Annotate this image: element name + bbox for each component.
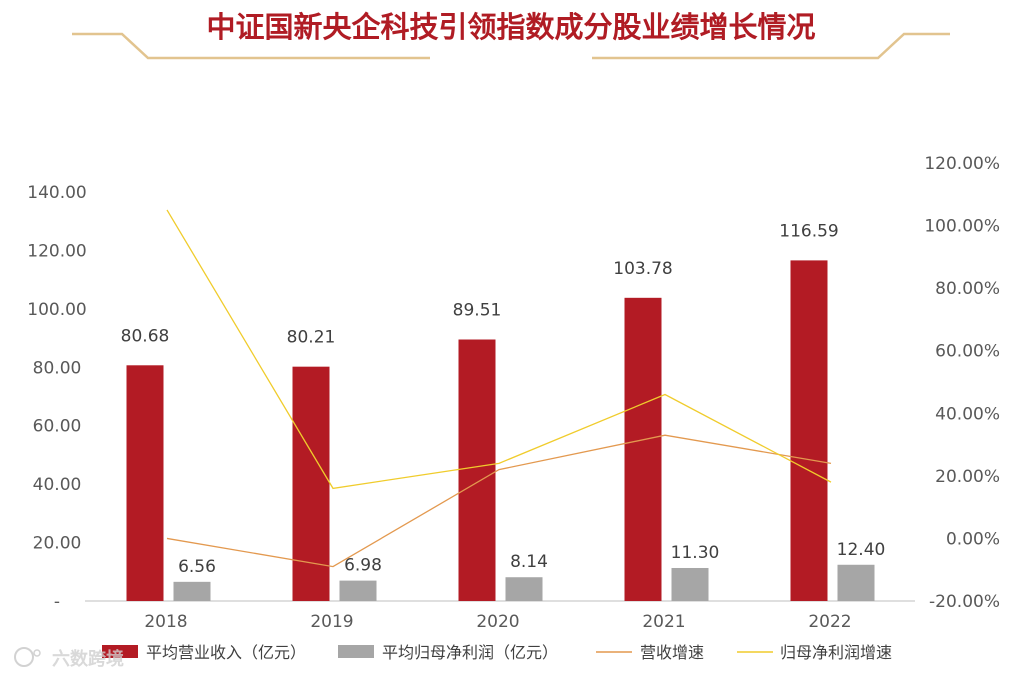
revenue-bar-label: 89.51 xyxy=(453,301,502,321)
plot-area: - 20.00 40.00 60.00 80.00 100.00 120.00 140.00 -… xyxy=(27,154,1000,662)
legend-profit-growth-label: 归母净利润增速 xyxy=(780,643,892,662)
revenue-bar xyxy=(292,366,330,601)
y-left-tick-label: - xyxy=(54,592,60,612)
y-left-tick-label: 120.00 xyxy=(27,241,86,261)
revenue-growth-line xyxy=(166,434,832,568)
y-left-tick-label: 40.00 xyxy=(33,475,82,495)
profit-bar-label: 12.40 xyxy=(837,540,886,560)
watermark-logo-icon xyxy=(14,647,34,667)
y-left-tick-label: 60.00 xyxy=(33,417,82,437)
revenue-bar xyxy=(458,339,496,601)
legend-revenue-swatch xyxy=(102,645,138,658)
y-left-tick-label: 140.00 xyxy=(27,183,86,203)
y-right-tick-label: 100.00% xyxy=(924,217,1000,237)
revenue-bar xyxy=(624,297,662,601)
y-left-tick-label: 20.00 xyxy=(33,534,82,554)
profit-bar xyxy=(837,564,875,601)
profit-bar xyxy=(671,567,709,601)
legend-revenue-label: 平均营业收入（亿元） xyxy=(146,643,306,662)
profit-bar-label: 6.56 xyxy=(178,557,216,577)
profit-bar-label: 8.14 xyxy=(510,552,548,572)
profit-bar xyxy=(505,577,543,601)
revenue-bar xyxy=(126,365,164,601)
x-tick-label: 2022 xyxy=(808,612,851,632)
revenue-bar-label: 80.21 xyxy=(287,328,336,348)
revenue-bar-label: 80.68 xyxy=(121,326,170,346)
profit-bar xyxy=(339,580,377,601)
legend-profit-swatch xyxy=(338,645,374,658)
watermark-logo-dot xyxy=(33,649,41,657)
revenue-bar xyxy=(790,260,828,601)
legend-revenue-growth-label: 营收增速 xyxy=(640,643,704,662)
legend-profit-label: 平均归母净利润（亿元） xyxy=(382,643,558,662)
revenue-bar-label: 116.59 xyxy=(779,221,838,241)
watermark: 六数跨境 xyxy=(14,647,124,670)
x-tick-label: 2019 xyxy=(310,612,353,632)
y-right-tick-label: 20.00% xyxy=(935,467,1000,487)
x-tick-label: 2020 xyxy=(476,612,519,632)
x-tick-label: 2018 xyxy=(144,612,187,632)
title-frame-left xyxy=(72,32,430,60)
profit-growth-line xyxy=(166,209,832,490)
y-left-tick-label: 80.00 xyxy=(33,358,82,378)
profit-bar-label: 11.30 xyxy=(671,543,720,563)
y-right-tick-label: 0.00% xyxy=(946,529,1000,549)
y-right-tick-label: 40.00% xyxy=(935,404,1000,424)
y-right-tick-label: -20.00% xyxy=(929,592,1000,612)
x-tick-label: 2021 xyxy=(642,612,685,632)
title-frame-right xyxy=(592,32,950,60)
y-right-tick-label: 80.00% xyxy=(935,279,1000,299)
y-left-tick-label: 100.00 xyxy=(27,300,86,320)
chart-title: 中证国新央企科技引领指数成分股业绩增长情况 xyxy=(206,10,815,44)
y-right-tick-label: 60.00% xyxy=(935,342,1000,362)
profit-bar xyxy=(173,581,211,601)
watermark-text: 六数跨境 xyxy=(52,648,124,670)
profit-bar-label: 6.98 xyxy=(344,556,382,576)
y-right-tick-label: 120.00% xyxy=(924,154,1000,174)
revenue-bar-label: 103.78 xyxy=(613,259,672,279)
